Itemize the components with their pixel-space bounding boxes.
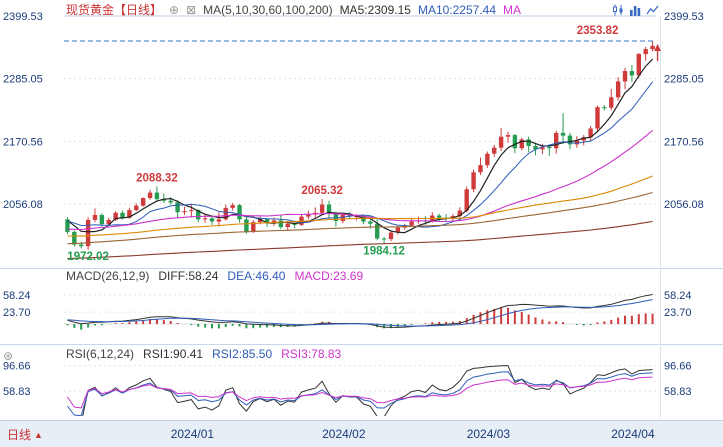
ma-settings-label: MA(5,10,30,60,100,200)	[203, 2, 333, 17]
rsi-settings-icon[interactable]: ⊛	[3, 349, 14, 363]
svg-text:2065.32: 2065.32	[301, 185, 343, 197]
macd-title: MACD(26,12,9)	[66, 269, 150, 283]
period-tab-label: 日线	[7, 428, 32, 442]
rsi-panel-header: RSI(6,12,24) RSI1:90.41 RSI2:85.50 RSI3:…	[66, 347, 341, 361]
x-axis-label: 2024/01	[170, 427, 215, 441]
macd-macd-value: MACD:23.69	[294, 269, 364, 283]
svg-text:23.70: 23.70	[3, 307, 31, 319]
rsi3-value: RSI3:78.83	[281, 347, 342, 361]
rsi-layer	[66, 365, 653, 416]
ma10-line	[67, 81, 653, 228]
main-price-layer	[65, 41, 655, 260]
price-annotations: 2088.32 1972.02 2065.32 1984.12 2353.82	[67, 25, 662, 263]
svg-text:2170.56: 2170.56	[664, 136, 704, 148]
svg-text:2399.53: 2399.53	[3, 11, 43, 23]
svg-text:2088.32: 2088.32	[136, 172, 178, 184]
svg-text:96.66: 96.66	[664, 361, 692, 373]
svg-text:2399.53: 2399.53	[664, 11, 704, 23]
macd-layer	[64, 294, 656, 330]
period-tab-daily[interactable]: 日线 ▲	[7, 426, 43, 443]
line-chart-icon[interactable]	[646, 4, 659, 16]
ma30-line	[67, 129, 653, 231]
candlestick-chart-icon[interactable]	[612, 4, 624, 16]
svg-text:58.83: 58.83	[3, 386, 31, 398]
svg-text:2285.05: 2285.05	[664, 74, 704, 86]
ma5-line	[67, 58, 654, 234]
add-indicator-icon[interactable]: ⊕	[169, 2, 180, 17]
macd-dea-value: DEA:46.40	[227, 269, 286, 283]
axis-labels: 2399.53 2399.53 2285.05 2285.05 2170.56 2170.…	[3, 11, 704, 398]
x-axis-label: 2024/02	[322, 427, 366, 441]
bar-chart-icon[interactable]	[629, 4, 641, 16]
macd-panel-header: MACD(26,12,9) DIFF:58.24 DEA:46.40 MACD:…	[66, 269, 363, 283]
rsi2-value: RSI2:85.50	[212, 347, 273, 361]
symbol-title: 现货黄金【日线】	[66, 3, 163, 17]
grid-layer	[0, 15, 723, 419]
triangle-up-icon: ▲	[34, 429, 43, 440]
ma60-line	[67, 175, 653, 237]
svg-text:23.70: 23.70	[664, 307, 692, 319]
svg-text:58.24: 58.24	[664, 290, 692, 302]
svg-text:2170.56: 2170.56	[3, 136, 43, 148]
rsi-title: RSI(6,12,24)	[66, 347, 135, 361]
svg-text:58.24: 58.24	[3, 290, 31, 302]
svg-text:2353.82: 2353.82	[577, 25, 619, 37]
svg-text:1984.12: 1984.12	[363, 245, 405, 257]
ma200-line	[67, 220, 653, 260]
overlay-toggle-icon[interactable]: ⊠	[186, 2, 197, 17]
rsi1-value: RSI1:90.41	[143, 347, 204, 361]
svg-text:58.83: 58.83	[664, 386, 692, 398]
chart-header: 现货黄金【日线】 ⊕ ⊠ MA(5,10,30,60,100,200) MA5:…	[0, 0, 723, 19]
svg-text:1972.02: 1972.02	[67, 251, 109, 263]
svg-text:2056.08: 2056.08	[3, 199, 43, 211]
time-axis-bar: 日线 ▲ 2024/01 2024/02 2024/03 2024/04	[0, 420, 723, 447]
ma30-value: MA	[503, 2, 522, 17]
ma10-value: MA10:2257.44	[417, 2, 497, 17]
macd-diff-value: DIFF:58.24	[158, 269, 219, 283]
svg-text:2056.08: 2056.08	[664, 199, 704, 211]
svg-text:96.66: 96.66	[3, 361, 31, 373]
x-axis-label: 2024/04	[611, 427, 655, 441]
svg-text:2285.05: 2285.05	[3, 74, 43, 86]
x-axis-label: 2024/03	[466, 427, 511, 441]
chart-type-switcher	[612, 4, 659, 16]
ma5-value: MA5:2309.15	[339, 2, 411, 17]
ma100-line	[67, 191, 653, 245]
